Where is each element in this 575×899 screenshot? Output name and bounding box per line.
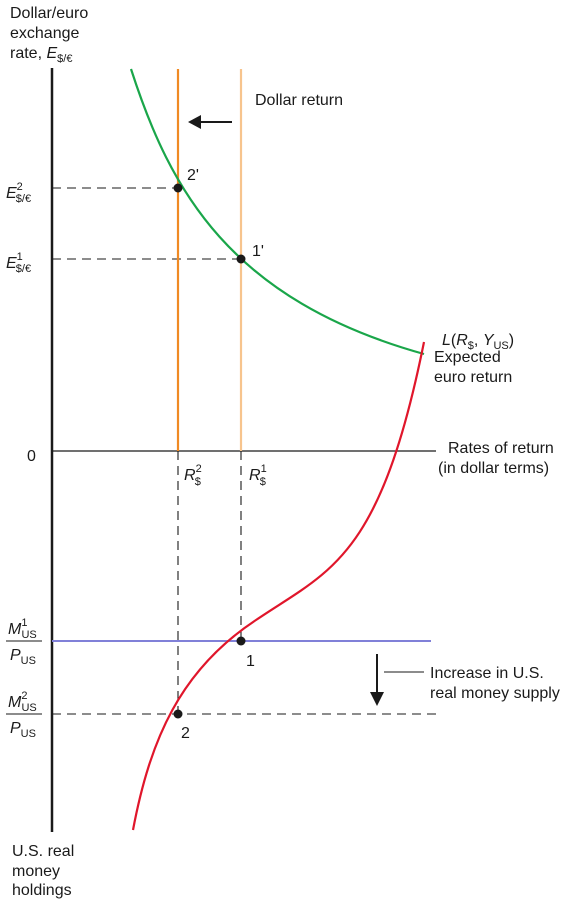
bottom-axis-label-line-1: U.S. real	[12, 843, 74, 860]
point-2	[173, 709, 183, 719]
downward-shift-arrow	[370, 654, 384, 706]
euro-return-label-line-1: Expected	[434, 349, 501, 366]
money-demand-label: L(R$, YUS)	[442, 332, 514, 352]
money-demand-curve	[131, 341, 426, 831]
annotation-line-2: real money supply	[430, 685, 560, 702]
x-axis-label-line-2: (in dollar terms)	[438, 460, 549, 477]
dashed-guides	[52, 187, 436, 715]
point-1-prime-label: 1'	[252, 243, 264, 260]
point-1	[236, 636, 246, 646]
point-1-prime	[236, 254, 246, 264]
r2-tick-label: R2 $	[184, 463, 202, 488]
point-2-label: 2	[181, 725, 190, 742]
point-2-prime-label: 2'	[187, 167, 199, 184]
top-axis-label-line-2: exchange	[10, 25, 79, 42]
e1-tick-label: E1 $/€	[6, 251, 31, 275]
m1-tick-label: M1 US PUS	[6, 617, 42, 667]
euro-return-label-line-2: euro return	[434, 369, 512, 386]
bottom-axis-label-line-3: holdings	[12, 882, 72, 899]
x-axis-label-line-1: Rates of return	[448, 440, 554, 457]
r1-tick-label: R1 $	[249, 463, 267, 488]
m1-numerator: M1 US	[8, 617, 37, 641]
top-axis-label-line-1: Dollar/euro	[10, 5, 88, 22]
top-axis-label-line-3: rate, E$/€	[10, 45, 72, 65]
dollar-return-label: Dollar return	[255, 92, 343, 109]
expected-euro-return-curve	[129, 68, 425, 356]
m2-denominator: PUS	[10, 720, 36, 740]
e2-tick-label: E2 $/€	[6, 181, 31, 205]
annotation-line-1: Increase in U.S.	[430, 665, 544, 682]
bottom-axis-label-line-2: money	[12, 863, 60, 880]
point-2-prime	[173, 183, 183, 193]
m1-denominator: PUS	[10, 647, 36, 667]
origin-label: 0	[27, 448, 36, 465]
leftward-shift-arrow	[188, 115, 232, 129]
m2-tick-label: M2 US PUS	[6, 690, 42, 740]
point-1-label: 1	[246, 653, 255, 670]
m2-numerator: M2 US	[8, 690, 37, 714]
